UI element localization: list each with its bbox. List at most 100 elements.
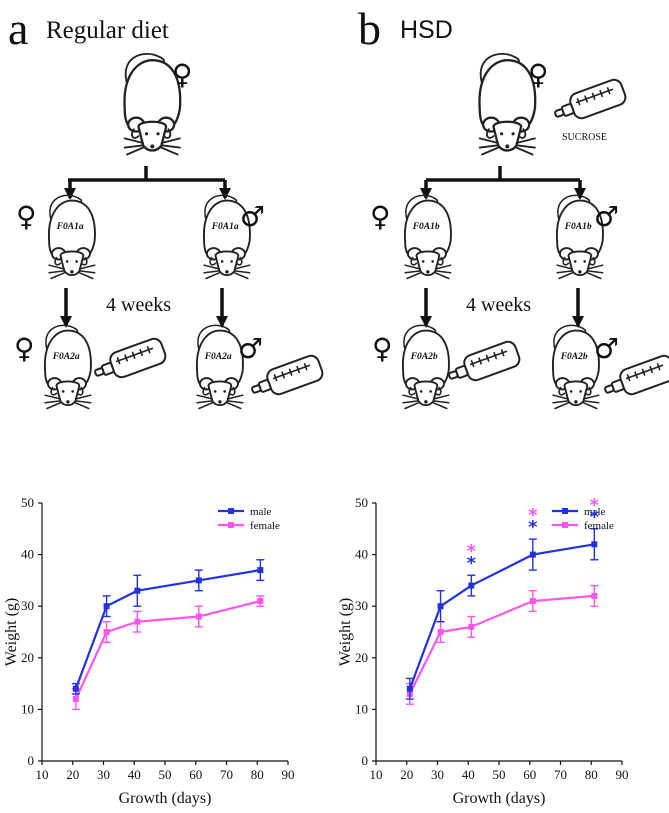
- mouse-whisker: [404, 270, 422, 274]
- male-symbol: ♂: [594, 332, 619, 365]
- mouse-whisker: [198, 402, 214, 410]
- mouse-whisker: [233, 264, 251, 270]
- data-point-male: [437, 603, 444, 610]
- x-tick-label: 90: [282, 767, 295, 782]
- mouse-whisker: [481, 146, 500, 156]
- legend-marker: [228, 508, 234, 514]
- y-tick-label: 10: [21, 701, 34, 716]
- panel-a-letter: a: [8, 3, 29, 54]
- significance-marker: *: [590, 495, 600, 516]
- female-symbol: ♀: [172, 58, 193, 91]
- legend-label: female: [250, 520, 280, 532]
- arrow-b-right-head: [574, 188, 586, 200]
- data-point-male: [103, 603, 110, 610]
- data-point-female: [72, 696, 79, 703]
- female-symbol: ♀: [16, 200, 37, 233]
- x-tick-label: 50: [493, 767, 506, 782]
- mouse-nose: [424, 400, 428, 404]
- mouse-whisker: [78, 272, 94, 280]
- mouse-eye: [499, 132, 504, 136]
- x-tick-label: 40: [462, 767, 475, 782]
- data-point-female: [468, 623, 475, 630]
- mouse-whisker: [432, 394, 450, 400]
- x-tick-label: 30: [431, 767, 444, 782]
- mouse-whisker: [233, 270, 251, 274]
- y-tick-label: 0: [28, 753, 35, 768]
- mouse-whisker: [203, 264, 221, 270]
- legend-marker: [228, 522, 234, 528]
- mouse-whisker: [123, 137, 145, 144]
- mouse-whisker: [74, 394, 92, 400]
- y-tick-label: 40: [355, 547, 368, 562]
- significance-marker: *: [528, 517, 538, 538]
- data-point-male: [406, 685, 413, 692]
- x-tick-label: 70: [220, 767, 233, 782]
- mouse-whisker: [44, 394, 62, 400]
- legend-label: male: [584, 506, 605, 518]
- mouse-whisker: [44, 400, 62, 404]
- mouse-whisker: [552, 400, 570, 404]
- mouse-id-label: F0A2a: [204, 352, 232, 362]
- mouse-paws: [54, 256, 88, 266]
- x-axis-label: Growth (days): [119, 790, 212, 807]
- mouse-whisker: [48, 270, 66, 274]
- mouse-eye: [65, 260, 69, 263]
- female-symbol: ♀: [14, 332, 35, 365]
- panel-a-weeks-label: 4 weeks: [106, 294, 171, 316]
- mouse-whisker: [478, 144, 500, 149]
- mouse-whisker: [556, 270, 574, 274]
- mouse-a-f2: F0A2a: [44, 324, 92, 410]
- data-point-male: [468, 582, 475, 589]
- mouse-paws: [562, 256, 596, 266]
- mouse-whisker: [74, 402, 90, 410]
- mouse-whisker: [196, 394, 214, 400]
- male-symbol: ♂: [594, 200, 619, 233]
- bottle-scale: [272, 364, 311, 380]
- legend-marker: [562, 522, 568, 528]
- data-point-male: [195, 577, 202, 584]
- mouse-eye: [573, 260, 577, 263]
- panel-b-weeks-label: 4 weeks: [466, 294, 531, 316]
- y-tick-label: 30: [355, 598, 368, 613]
- significance-marker: *: [528, 505, 538, 526]
- male-symbol: ♂: [240, 200, 265, 233]
- arrow-a-left-head: [64, 188, 76, 200]
- data-point-male: [257, 567, 264, 574]
- mouse-nose: [66, 400, 70, 404]
- mouse-nose: [150, 144, 155, 149]
- mouse-whisker: [432, 402, 448, 410]
- significance-marker: *: [467, 541, 477, 562]
- mouse-whisker: [126, 146, 145, 156]
- panel-b-title: HSD: [400, 16, 453, 44]
- bottle-scale: [575, 88, 614, 104]
- mouse-id-label: F0A1a: [56, 222, 84, 232]
- y-tick-label: 20: [355, 650, 368, 665]
- mouse-whisker: [586, 270, 604, 274]
- mouse-whisker: [123, 144, 145, 149]
- mouse-whisker: [432, 400, 450, 404]
- mouse-nose: [218, 400, 222, 404]
- mouse-whisker: [558, 272, 574, 280]
- mouse-eye: [223, 390, 226, 393]
- mouse-paws: [209, 256, 243, 266]
- x-tick-label: 20: [66, 767, 79, 782]
- mouse-whisker: [74, 400, 92, 404]
- x-tick-label: 10: [370, 767, 383, 782]
- mother-mouse-b: [478, 53, 537, 156]
- mouse-paws: [131, 128, 172, 139]
- data-point-female: [195, 613, 202, 620]
- bottle-a-f: [94, 337, 167, 379]
- mouse-eye: [61, 390, 65, 393]
- series-line-male: [408, 543, 595, 690]
- data-point-female: [437, 629, 444, 635]
- y-axis-label: Weight (g): [337, 598, 354, 666]
- significance-marker: *: [467, 553, 477, 574]
- mouse-eye: [431, 260, 434, 263]
- mouse-nose: [578, 270, 582, 274]
- mouse-whisker: [586, 264, 604, 270]
- mouse-whisker: [515, 146, 534, 156]
- x-tick-label: 40: [128, 767, 141, 782]
- mouse-whisker: [434, 264, 452, 270]
- mouse-a-m2: F0A2a: [196, 324, 244, 410]
